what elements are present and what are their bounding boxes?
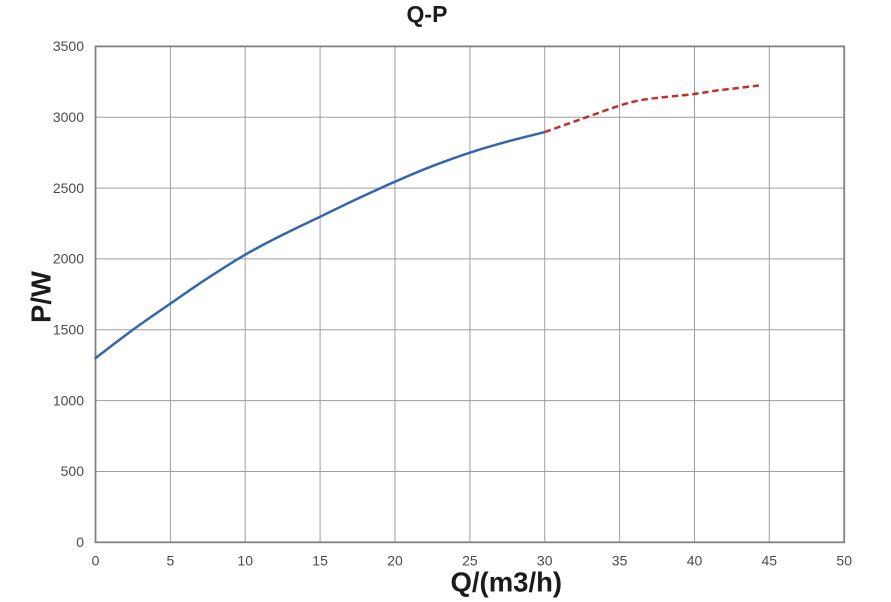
svg-text:0: 0: [92, 553, 100, 569]
svg-text:3500: 3500: [53, 38, 84, 54]
svg-text:P/W: P/W: [25, 271, 56, 323]
svg-text:3000: 3000: [53, 109, 84, 125]
svg-text:10: 10: [237, 553, 253, 569]
svg-text:45: 45: [762, 553, 778, 569]
svg-text:1000: 1000: [53, 392, 84, 408]
svg-text:5: 5: [167, 553, 175, 569]
svg-text:30: 30: [537, 553, 553, 569]
svg-text:40: 40: [687, 553, 703, 569]
svg-text:Q/(m3/h): Q/(m3/h): [451, 567, 563, 598]
svg-text:20: 20: [387, 553, 403, 569]
svg-text:1500: 1500: [53, 322, 84, 338]
svg-text:0: 0: [76, 534, 84, 550]
svg-text:25: 25: [462, 553, 478, 569]
svg-text:2000: 2000: [53, 251, 84, 267]
svg-text:500: 500: [61, 463, 85, 479]
svg-text:50: 50: [836, 553, 852, 569]
svg-text:15: 15: [312, 553, 328, 569]
svg-text:Q-P: Q-P: [407, 1, 448, 27]
svg-text:2500: 2500: [53, 180, 84, 196]
svg-text:35: 35: [612, 553, 628, 569]
